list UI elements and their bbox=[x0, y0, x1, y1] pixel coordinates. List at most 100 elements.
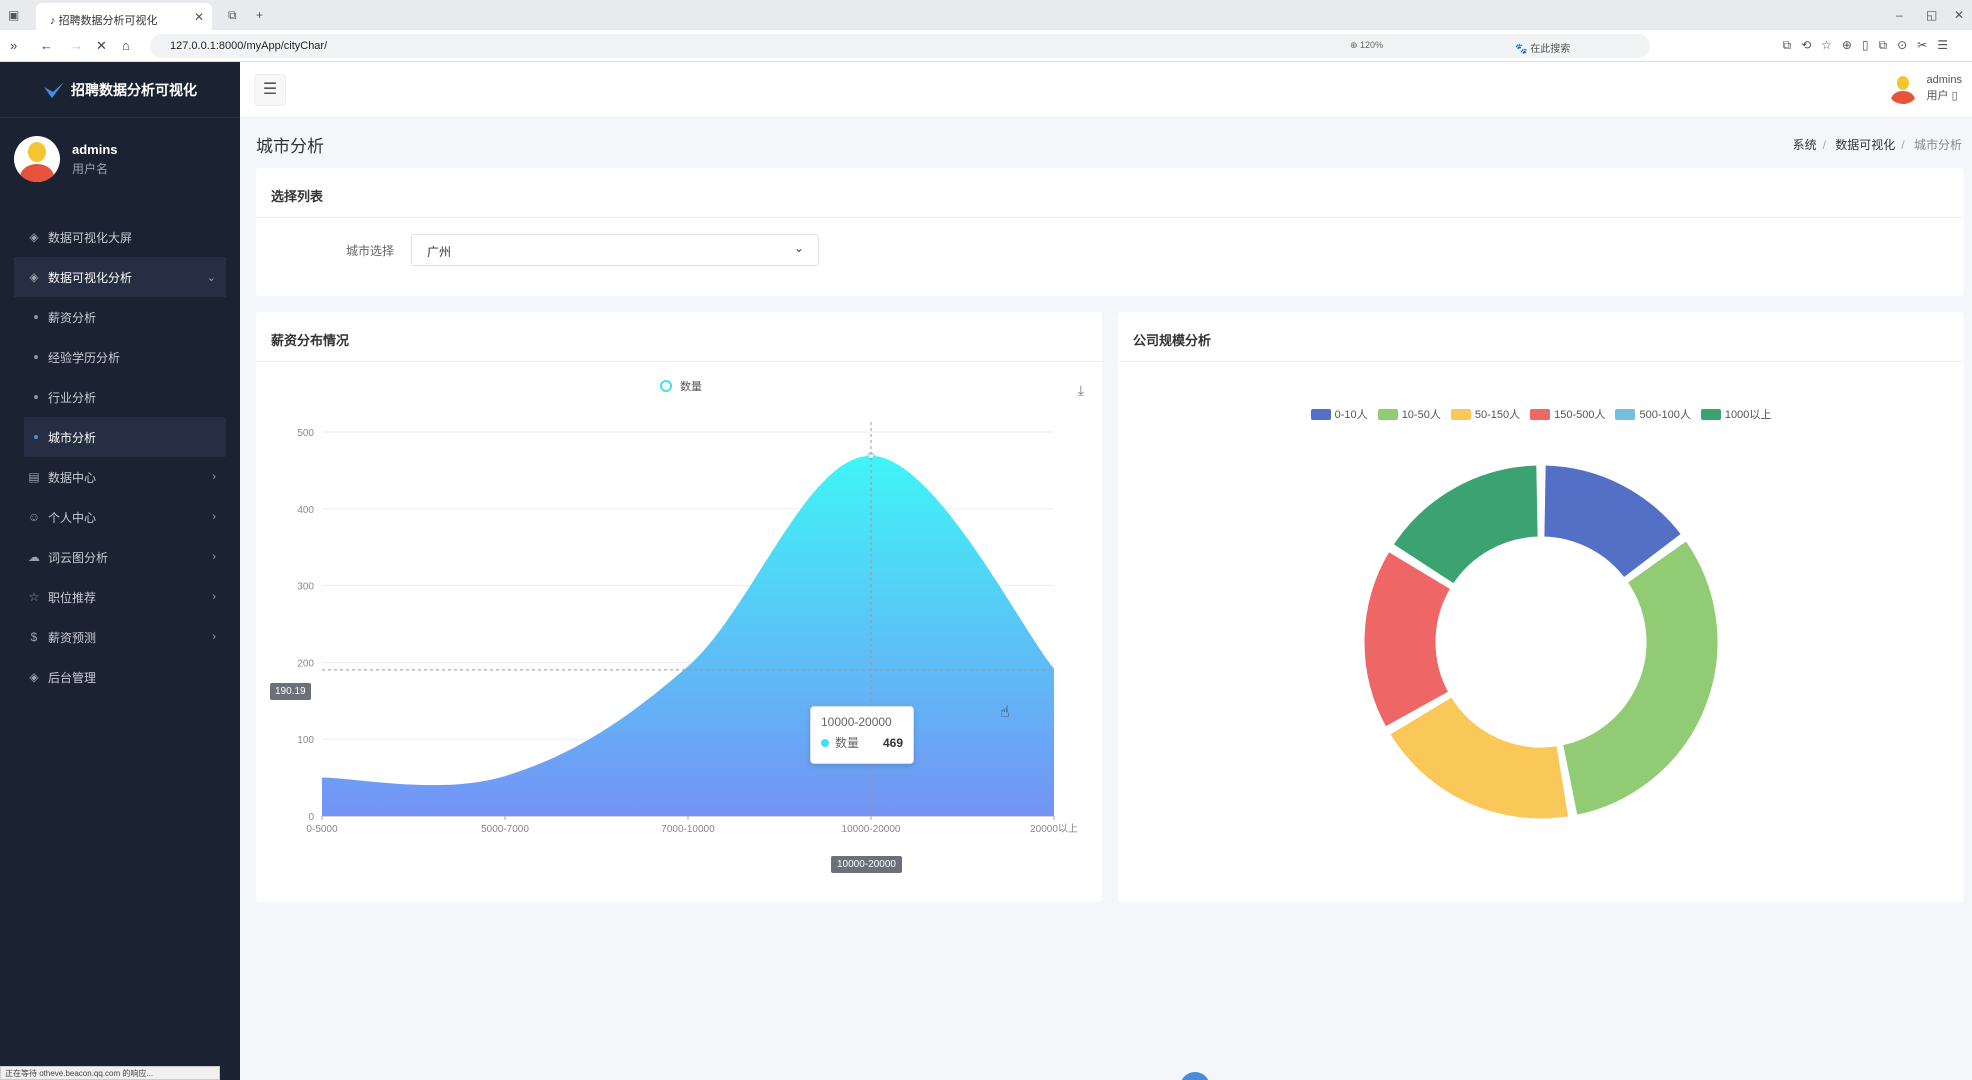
donut-slice[interactable] bbox=[1541, 462, 1685, 581]
legend-label: 数量 bbox=[680, 381, 702, 393]
tab-list-icon[interactable]: ⧉ bbox=[228, 8, 237, 22]
sidebar-subitem-label: 薪资分析 bbox=[48, 310, 97, 325]
sidebar-item-data-center[interactable]: ▤ 数据中心 › bbox=[14, 457, 226, 497]
axis-pointer-y-label: 190.19 bbox=[270, 683, 311, 700]
url-input[interactable]: 127.0.0.1:8000/myApp/cityChar/ ⊕ 120% 🐾 … bbox=[150, 34, 1650, 58]
status-bar: 正在等待 otheve.beacon.qq.com 的响应... bbox=[0, 1066, 220, 1080]
legend-swatch bbox=[1615, 408, 1636, 420]
sidebar-subitem-label: 经验学历分析 bbox=[48, 350, 121, 365]
pie-legend-item[interactable]: 10-50人 bbox=[1377, 406, 1441, 422]
sidebar-item-label: 薪资预测 bbox=[48, 630, 97, 645]
sidebar-item-recommend[interactable]: ☆ 职位推荐 › bbox=[14, 577, 226, 617]
new-tab-icon[interactable]: + bbox=[256, 8, 264, 22]
floating-button[interactable] bbox=[1180, 1072, 1210, 1080]
sidebar-item-label: 数据中心 bbox=[48, 470, 97, 485]
pie-legend-item[interactable]: 500-100人 bbox=[1615, 406, 1691, 422]
home-icon[interactable]: ⌂ bbox=[122, 38, 130, 53]
y-tick-label: 100 bbox=[297, 735, 314, 746]
legend-label: 500-100人 bbox=[1639, 409, 1691, 421]
sidebar-item-dashboard[interactable]: ◈ 数据可视化大屏 bbox=[14, 217, 226, 257]
sidebar-item-admin[interactable]: ◈ 后台管理 bbox=[14, 657, 226, 697]
zoom-level[interactable]: ⊕ 120% bbox=[1350, 40, 1384, 50]
pie-legend-item[interactable]: 50-150人 bbox=[1450, 406, 1521, 422]
close-window-icon[interactable]: ✕ bbox=[1954, 8, 1965, 22]
layers-icon: ◈ bbox=[29, 270, 39, 284]
logo[interactable]: 招聘数据分析可视化 bbox=[0, 62, 240, 118]
legend-swatch bbox=[1700, 408, 1721, 420]
sidebar-subitem-label: 城市分析 bbox=[48, 430, 97, 445]
close-tab-icon[interactable]: ✕ bbox=[193, 10, 204, 24]
donut-slice[interactable] bbox=[1560, 537, 1721, 819]
search-engine[interactable]: 🐾 在此搜索 bbox=[1515, 44, 1571, 55]
card-title: 选择列表 bbox=[256, 168, 1964, 218]
header-user[interactable]: admins 用户 ▯ bbox=[1886, 72, 1962, 104]
menu-toggle-icon[interactable]: ☰ bbox=[254, 74, 286, 106]
legend-swatch bbox=[1530, 408, 1551, 420]
legend-label: 50-150人 bbox=[1474, 409, 1521, 421]
sidebar-item-predict[interactable]: $ 薪资预测 › bbox=[14, 617, 226, 657]
database-icon: ▤ bbox=[28, 470, 40, 484]
star-icon: ☆ bbox=[28, 590, 40, 604]
donut-slice[interactable] bbox=[1386, 694, 1572, 822]
chevron-right-icon: › bbox=[212, 551, 216, 563]
browser-tab[interactable]: ♪ 招聘数据分析可视化 ✕ bbox=[36, 3, 212, 30]
city-select[interactable]: 广州 ⌄ bbox=[411, 234, 819, 266]
tooltip-value: 469 bbox=[882, 735, 903, 750]
chevron-right-icon: › bbox=[212, 511, 216, 523]
pie-legend-item[interactable]: 1000以上 bbox=[1700, 406, 1772, 422]
donut-slice[interactable] bbox=[1361, 548, 1454, 730]
legend-swatch bbox=[1450, 408, 1471, 420]
user-icon: ☺ bbox=[27, 510, 41, 524]
legend-label: 1000以上 bbox=[1724, 409, 1772, 421]
download-icon[interactable]: ⤓ bbox=[1077, 382, 1084, 398]
zoom-value: 120% bbox=[1360, 40, 1384, 50]
x-tick-label: 7000-10000 bbox=[661, 824, 715, 835]
header-user-role: 用户 ▯ bbox=[1926, 90, 1958, 102]
breadcrumb-item[interactable]: 系统 bbox=[1792, 138, 1817, 152]
sidebar-toggle-icon[interactable]: ▣ bbox=[8, 8, 20, 22]
company-donut-chart[interactable] bbox=[1118, 442, 1964, 842]
chart-tooltip: 10000-20000 数量 469 bbox=[810, 706, 914, 764]
pie-legend-item[interactable]: 150-500人 bbox=[1530, 406, 1605, 422]
sidebar-subitem-salary[interactable]: 薪资分析 bbox=[14, 297, 226, 337]
salary-chart-card: 薪资分布情况 ⤓ 0 100 200 300 400 500 0-5000 5000-7000… bbox=[256, 312, 1102, 902]
x-tick-label: 10000-20000 bbox=[842, 824, 901, 835]
pie-legend-item[interactable]: 0-10人 bbox=[1310, 406, 1368, 422]
city-select-label: 城市选择 bbox=[346, 244, 395, 258]
area-series bbox=[322, 455, 1054, 816]
stop-icon[interactable]: ✕ bbox=[96, 38, 107, 53]
filter-card: 选择列表 城市选择 广州 ⌄ bbox=[256, 168, 1964, 296]
chevron-right-icon: › bbox=[212, 631, 216, 643]
donut-slice[interactable] bbox=[1390, 462, 1541, 587]
browser-tools[interactable]: ⧉⟲☆⊕▯⧉⊙✂☰ bbox=[1782, 38, 1958, 52]
card-title: 公司规模分析 bbox=[1118, 312, 1964, 362]
sidebar-item-wordcloud[interactable]: ☁ 词云图分析 › bbox=[14, 537, 226, 577]
sidebar-subitem-city[interactable]: 城市分析 bbox=[24, 417, 226, 457]
breadcrumb: 系统 / 数据可视化 / 城市分析 bbox=[1792, 138, 1962, 152]
salary-area-chart[interactable]: 0 100 200 300 400 500 0-5000 5000-7000 7000-1000… bbox=[256, 362, 1102, 902]
forward-icon[interactable]: → bbox=[70, 38, 83, 53]
breadcrumb-item[interactable]: 数据可视化 bbox=[1835, 138, 1896, 152]
back-icon[interactable]: ← bbox=[40, 38, 53, 53]
chevron-down-icon: ⌄ bbox=[793, 241, 804, 255]
sidebar-item-personal[interactable]: ☺ 个人中心 › bbox=[14, 497, 226, 537]
user-role: 用户名 bbox=[72, 162, 109, 176]
minimize-icon[interactable]: – bbox=[1896, 8, 1903, 22]
maximize-icon[interactable]: ◱ bbox=[1926, 8, 1938, 22]
sidebar-item-label: 后台管理 bbox=[48, 670, 97, 685]
page-title: 城市分析 bbox=[256, 137, 324, 156]
y-tick-label: 300 bbox=[297, 582, 314, 593]
sidebar-item-analysis[interactable]: ◈ 数据可视化分析 ⌄ bbox=[14, 257, 226, 297]
hand-cursor-icon: ☝ bbox=[1000, 704, 1010, 721]
sidebar-subitem-experience[interactable]: 经验学历分析 bbox=[14, 337, 226, 377]
tooltip-title: 10000-20000 bbox=[821, 715, 892, 729]
expand-icon[interactable]: » bbox=[10, 38, 18, 53]
sidebar-menu: ◈ 数据可视化大屏 ◈ 数据可视化分析 ⌄ 薪资分析 经验学历分析 行业分析 城市分析… bbox=[14, 217, 226, 697]
logo-icon bbox=[44, 81, 64, 98]
legend-label: 0-10人 bbox=[1334, 409, 1368, 421]
avatar bbox=[14, 136, 60, 182]
chart-legend[interactable]: 数量 bbox=[660, 378, 702, 394]
chevron-right-icon: › bbox=[212, 471, 216, 483]
sidebar-subitem-industry[interactable]: 行业分析 bbox=[14, 377, 226, 417]
tab-title: 招聘数据分析可视化 bbox=[58, 15, 158, 27]
